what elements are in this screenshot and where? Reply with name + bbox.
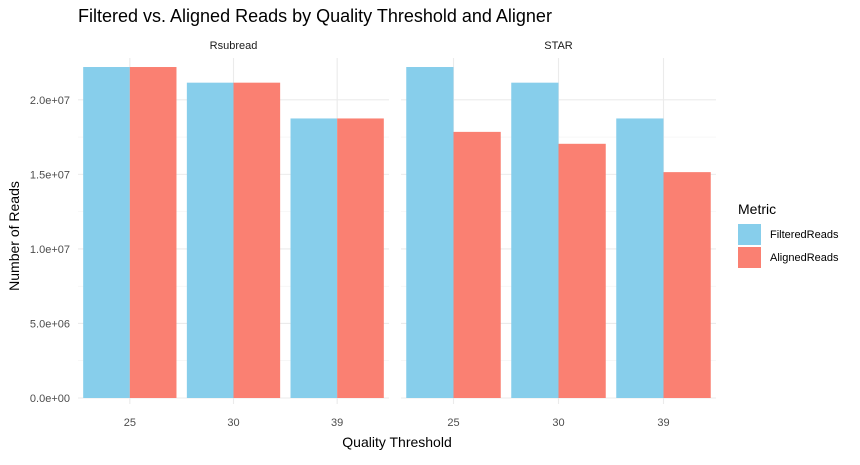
facet-label: STAR <box>544 40 573 52</box>
chart-title: Filtered vs. Aligned Reads by Quality Th… <box>78 6 552 26</box>
y-tick-label: 2.0e+07 <box>30 95 70 107</box>
bar-rsubread-filteredreads-39 <box>290 118 338 399</box>
x-tick-label: 30 <box>552 417 564 429</box>
legend: Metric FilteredReads AlignedReads <box>738 201 839 268</box>
x-tick-label: 39 <box>331 417 343 429</box>
bar-star-filteredreads-25 <box>406 67 454 398</box>
y-tick-label: 1.0e+07 <box>30 244 70 256</box>
y-axis-title: Number of Reads <box>6 181 22 291</box>
bar-star-alignedreads-25 <box>453 131 501 398</box>
x-axis-title: Quality Threshold <box>342 434 451 450</box>
bar-rsubread-filteredreads-30 <box>186 82 234 398</box>
y-tick-label: 5.0e+06 <box>30 318 70 330</box>
legend-label: AlignedReads <box>770 252 839 264</box>
bar-star-alignedreads-39 <box>663 172 711 398</box>
legend-swatch <box>738 247 761 268</box>
bar-rsubread-alignedreads-39 <box>337 118 384 399</box>
legend-title: Metric <box>738 201 776 217</box>
bar-rsubread-filteredreads-25 <box>83 67 130 398</box>
bar-star-filteredreads-30 <box>511 82 559 398</box>
bar-star-alignedreads-30 <box>558 143 606 398</box>
x-tick-label: 30 <box>227 417 239 429</box>
y-tick-label: 1.5e+07 <box>30 169 70 181</box>
bar-rsubread-alignedreads-30 <box>233 82 281 398</box>
bar-star-filteredreads-39 <box>616 118 664 399</box>
x-tick-label: 25 <box>447 417 459 429</box>
legend-swatch <box>738 224 761 245</box>
x-tick-label: 39 <box>657 417 669 429</box>
x-tick-label: 25 <box>124 417 136 429</box>
legend-label: FilteredReads <box>770 229 839 241</box>
facet-label: Rsubread <box>210 40 258 52</box>
bar-rsubread-alignedreads-25 <box>129 67 177 398</box>
y-tick-label: 0.0e+00 <box>30 393 70 405</box>
